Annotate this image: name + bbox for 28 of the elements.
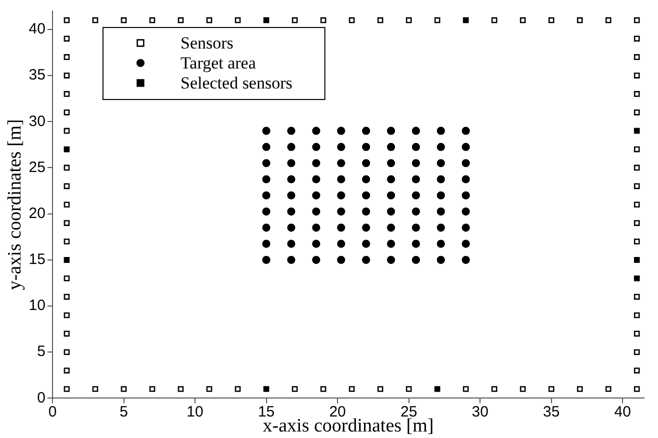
point — [634, 128, 640, 134]
y-tick-label: 0 — [37, 389, 46, 406]
y-tick-label: 30 — [28, 112, 46, 130]
y-tick-label: 20 — [28, 204, 46, 222]
y-axis-title: y-axis coordinates [m] — [4, 119, 26, 290]
point — [462, 17, 469, 24]
point — [434, 386, 440, 392]
legend-label: Selected sensors — [180, 73, 292, 92]
point — [64, 257, 70, 263]
x-tick-label: 30 — [472, 403, 488, 420]
x-tick-label: 10 — [186, 403, 204, 420]
point — [634, 275, 640, 282]
y-tick-label: 40 — [28, 20, 46, 38]
x-tick-label: 40 — [614, 403, 631, 420]
y-tick-label: 15 — [28, 251, 46, 268]
x-tick-label: 35 — [543, 403, 560, 420]
y-tick-label: 10 — [28, 297, 46, 314]
legend-label: Target area — [180, 53, 256, 72]
y-tick-label: 35 — [28, 66, 46, 84]
point — [263, 386, 270, 392]
x-tick-label: 5 — [120, 403, 128, 420]
x-tick-label: 0 — [48, 403, 57, 420]
point — [263, 17, 270, 24]
y-tick-label: 5 — [37, 343, 46, 360]
point — [64, 146, 70, 152]
y-tick-label: 25 — [28, 158, 46, 176]
point — [634, 257, 640, 263]
legend-label: Sensors — [180, 33, 234, 52]
